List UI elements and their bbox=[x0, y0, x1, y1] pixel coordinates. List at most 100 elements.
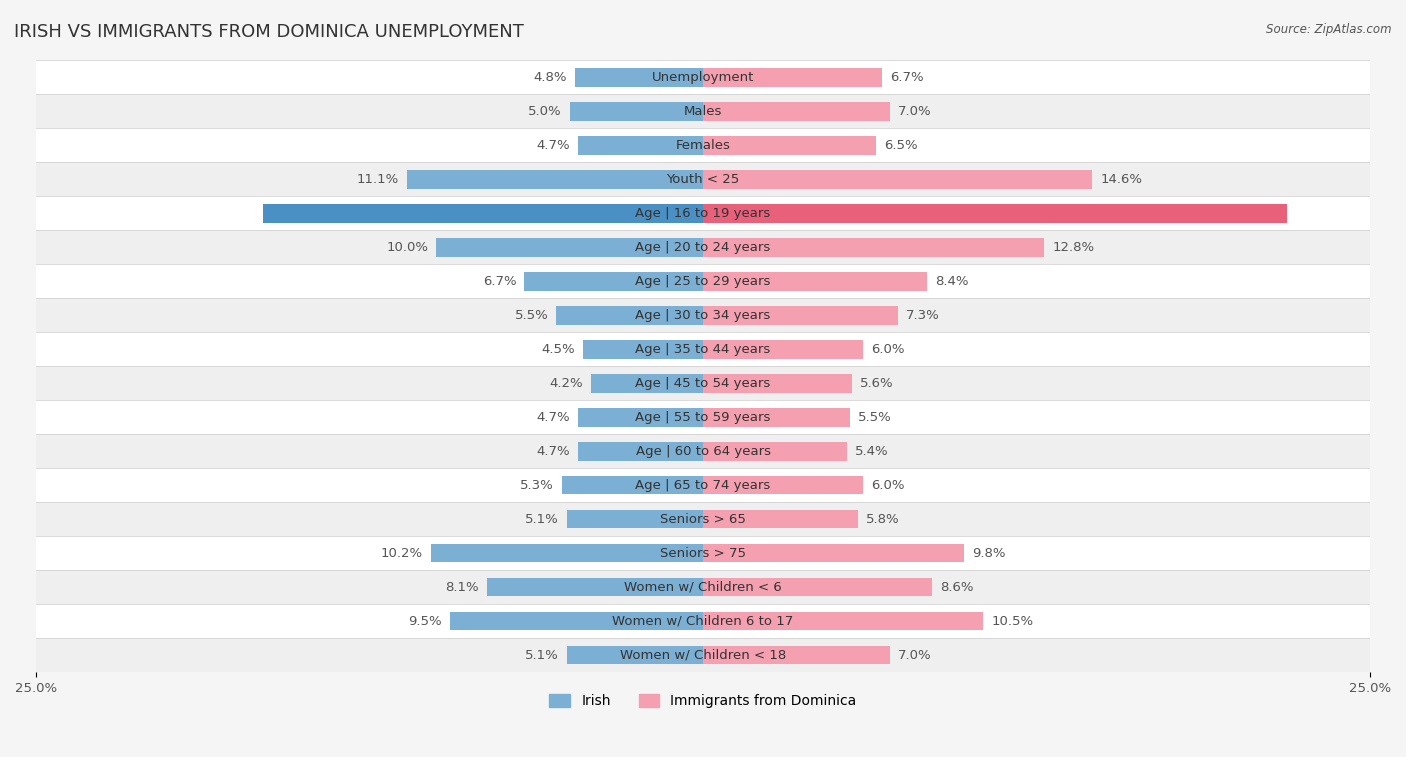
Text: Age | 65 to 74 years: Age | 65 to 74 years bbox=[636, 478, 770, 491]
Bar bbox=[37, 129, 1369, 162]
Text: Males: Males bbox=[683, 105, 723, 118]
Text: Age | 35 to 44 years: Age | 35 to 44 years bbox=[636, 343, 770, 356]
Text: 21.9%: 21.9% bbox=[1295, 207, 1341, 220]
Text: 6.7%: 6.7% bbox=[890, 71, 924, 84]
Text: 5.3%: 5.3% bbox=[520, 478, 554, 491]
Bar bbox=[436, 238, 703, 257]
Text: 10.2%: 10.2% bbox=[381, 547, 423, 559]
Bar bbox=[450, 612, 703, 631]
Text: 8.1%: 8.1% bbox=[446, 581, 479, 593]
Bar bbox=[37, 230, 1369, 264]
Bar bbox=[703, 442, 846, 460]
Bar bbox=[37, 400, 1369, 435]
Text: Age | 20 to 24 years: Age | 20 to 24 years bbox=[636, 241, 770, 254]
Text: 5.6%: 5.6% bbox=[860, 377, 894, 390]
Bar bbox=[703, 68, 882, 87]
Text: Age | 16 to 19 years: Age | 16 to 19 years bbox=[636, 207, 770, 220]
Bar bbox=[703, 374, 852, 393]
Text: 5.4%: 5.4% bbox=[855, 444, 889, 458]
Bar bbox=[703, 646, 890, 665]
Text: Youth < 25: Youth < 25 bbox=[666, 173, 740, 186]
Text: 4.7%: 4.7% bbox=[536, 139, 569, 152]
Text: 5.0%: 5.0% bbox=[529, 105, 561, 118]
Text: 8.6%: 8.6% bbox=[941, 581, 974, 593]
Bar bbox=[703, 238, 1045, 257]
Bar bbox=[524, 272, 703, 291]
Text: Age | 25 to 29 years: Age | 25 to 29 years bbox=[636, 275, 770, 288]
Bar bbox=[37, 536, 1369, 570]
Text: 9.8%: 9.8% bbox=[973, 547, 1005, 559]
Bar bbox=[703, 578, 932, 597]
Text: 4.2%: 4.2% bbox=[550, 377, 583, 390]
Bar bbox=[703, 136, 876, 154]
Bar bbox=[37, 61, 1369, 95]
Legend: Irish, Immigrants from Dominica: Irish, Immigrants from Dominica bbox=[544, 689, 862, 714]
Bar bbox=[703, 544, 965, 562]
Bar bbox=[263, 204, 703, 223]
Bar bbox=[561, 476, 703, 494]
Text: IRISH VS IMMIGRANTS FROM DOMINICA UNEMPLOYMENT: IRISH VS IMMIGRANTS FROM DOMINICA UNEMPL… bbox=[14, 23, 524, 41]
Text: 7.0%: 7.0% bbox=[898, 105, 931, 118]
Bar bbox=[578, 442, 703, 460]
Text: 5.1%: 5.1% bbox=[526, 512, 560, 525]
Text: Seniors > 65: Seniors > 65 bbox=[659, 512, 747, 525]
Bar bbox=[567, 509, 703, 528]
Text: 5.1%: 5.1% bbox=[526, 649, 560, 662]
Text: Age | 30 to 34 years: Age | 30 to 34 years bbox=[636, 309, 770, 322]
Text: 4.8%: 4.8% bbox=[533, 71, 567, 84]
Bar bbox=[37, 435, 1369, 468]
Bar bbox=[578, 136, 703, 154]
Bar bbox=[37, 468, 1369, 502]
Text: 8.4%: 8.4% bbox=[935, 275, 969, 288]
Text: 5.8%: 5.8% bbox=[866, 512, 900, 525]
Text: 7.3%: 7.3% bbox=[905, 309, 939, 322]
Text: Women w/ Children < 6: Women w/ Children < 6 bbox=[624, 581, 782, 593]
Bar bbox=[583, 340, 703, 359]
Text: 12.8%: 12.8% bbox=[1053, 241, 1095, 254]
Bar bbox=[703, 272, 927, 291]
Text: 6.0%: 6.0% bbox=[872, 478, 904, 491]
Text: Age | 60 to 64 years: Age | 60 to 64 years bbox=[636, 444, 770, 458]
Text: 4.7%: 4.7% bbox=[536, 411, 569, 424]
Text: 16.5%: 16.5% bbox=[209, 207, 254, 220]
Bar bbox=[569, 102, 703, 120]
Bar bbox=[37, 264, 1369, 298]
Text: Women w/ Children 6 to 17: Women w/ Children 6 to 17 bbox=[613, 615, 793, 628]
Bar bbox=[703, 340, 863, 359]
Text: Age | 55 to 59 years: Age | 55 to 59 years bbox=[636, 411, 770, 424]
Text: 10.5%: 10.5% bbox=[991, 615, 1033, 628]
Text: 10.0%: 10.0% bbox=[387, 241, 429, 254]
Bar bbox=[703, 612, 983, 631]
Bar bbox=[37, 502, 1369, 536]
Text: 4.7%: 4.7% bbox=[536, 444, 569, 458]
Text: Females: Females bbox=[675, 139, 731, 152]
Bar bbox=[703, 306, 898, 325]
Text: 4.5%: 4.5% bbox=[541, 343, 575, 356]
Bar bbox=[37, 366, 1369, 400]
Bar bbox=[406, 170, 703, 188]
Text: Seniors > 75: Seniors > 75 bbox=[659, 547, 747, 559]
Text: 7.0%: 7.0% bbox=[898, 649, 931, 662]
Bar bbox=[575, 68, 703, 87]
Text: Age | 45 to 54 years: Age | 45 to 54 years bbox=[636, 377, 770, 390]
Bar bbox=[37, 298, 1369, 332]
Bar bbox=[703, 408, 849, 426]
Bar bbox=[567, 646, 703, 665]
Text: 5.5%: 5.5% bbox=[858, 411, 891, 424]
Text: 6.5%: 6.5% bbox=[884, 139, 918, 152]
Bar bbox=[37, 95, 1369, 129]
Text: Source: ZipAtlas.com: Source: ZipAtlas.com bbox=[1267, 23, 1392, 36]
Bar bbox=[37, 332, 1369, 366]
Bar bbox=[37, 570, 1369, 604]
Text: Unemployment: Unemployment bbox=[652, 71, 754, 84]
Bar bbox=[703, 509, 858, 528]
Text: Women w/ Children < 18: Women w/ Children < 18 bbox=[620, 649, 786, 662]
Bar bbox=[37, 162, 1369, 196]
Bar bbox=[703, 204, 1288, 223]
Text: 6.0%: 6.0% bbox=[872, 343, 904, 356]
Bar bbox=[37, 604, 1369, 638]
Bar bbox=[557, 306, 703, 325]
Bar bbox=[486, 578, 703, 597]
Bar bbox=[578, 408, 703, 426]
Bar bbox=[591, 374, 703, 393]
